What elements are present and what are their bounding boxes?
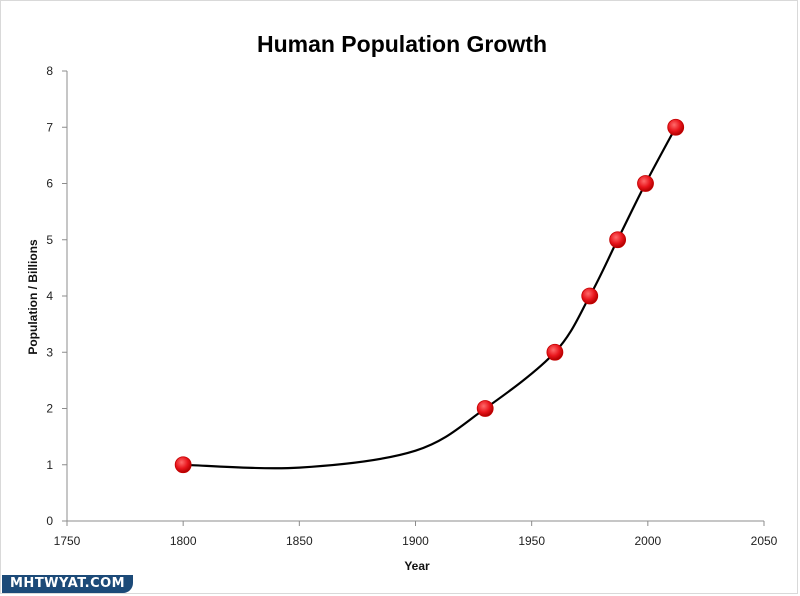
y-tick-label: 6 [46, 177, 53, 191]
y-tick-label: 0 [46, 514, 53, 528]
data-point [609, 231, 627, 249]
y-axis-title: Population / Billions [26, 239, 40, 355]
y-tick-label: 7 [46, 120, 53, 134]
x-axis-title: Year [404, 559, 430, 573]
y-tick-labels: 0 1 2 3 4 5 6 7 8 [46, 64, 53, 528]
trend-curve [183, 126, 677, 470]
y-tick-label: 8 [46, 64, 53, 78]
site-watermark: MHTWYAT.COM [2, 575, 134, 593]
data-point [546, 343, 564, 361]
x-tick-labels: 1750 1800 1850 1900 1950 2000 2050 [54, 534, 778, 548]
x-tick-label: 1950 [518, 534, 545, 548]
axes [62, 70, 765, 526]
data-point [637, 175, 654, 192]
y-tick-label: 4 [46, 289, 53, 303]
y-tick-label: 1 [46, 458, 53, 472]
x-tick-label: 1750 [54, 534, 81, 548]
y-tick-label: 3 [46, 345, 53, 359]
data-point [667, 118, 685, 136]
x-tick-label: 1800 [170, 534, 197, 548]
chart-title: Human Population Growth [257, 31, 547, 57]
x-tick-label: 2050 [751, 534, 778, 548]
y-tick-label: 2 [46, 402, 53, 416]
data-point [174, 456, 192, 474]
data-points [174, 118, 685, 474]
x-tick-label: 1850 [286, 534, 313, 548]
y-tick-label: 5 [46, 233, 53, 247]
data-point [476, 400, 494, 417]
x-tick-label: 1900 [402, 534, 429, 548]
data-point [581, 287, 599, 305]
x-tick-label: 2000 [634, 534, 661, 548]
